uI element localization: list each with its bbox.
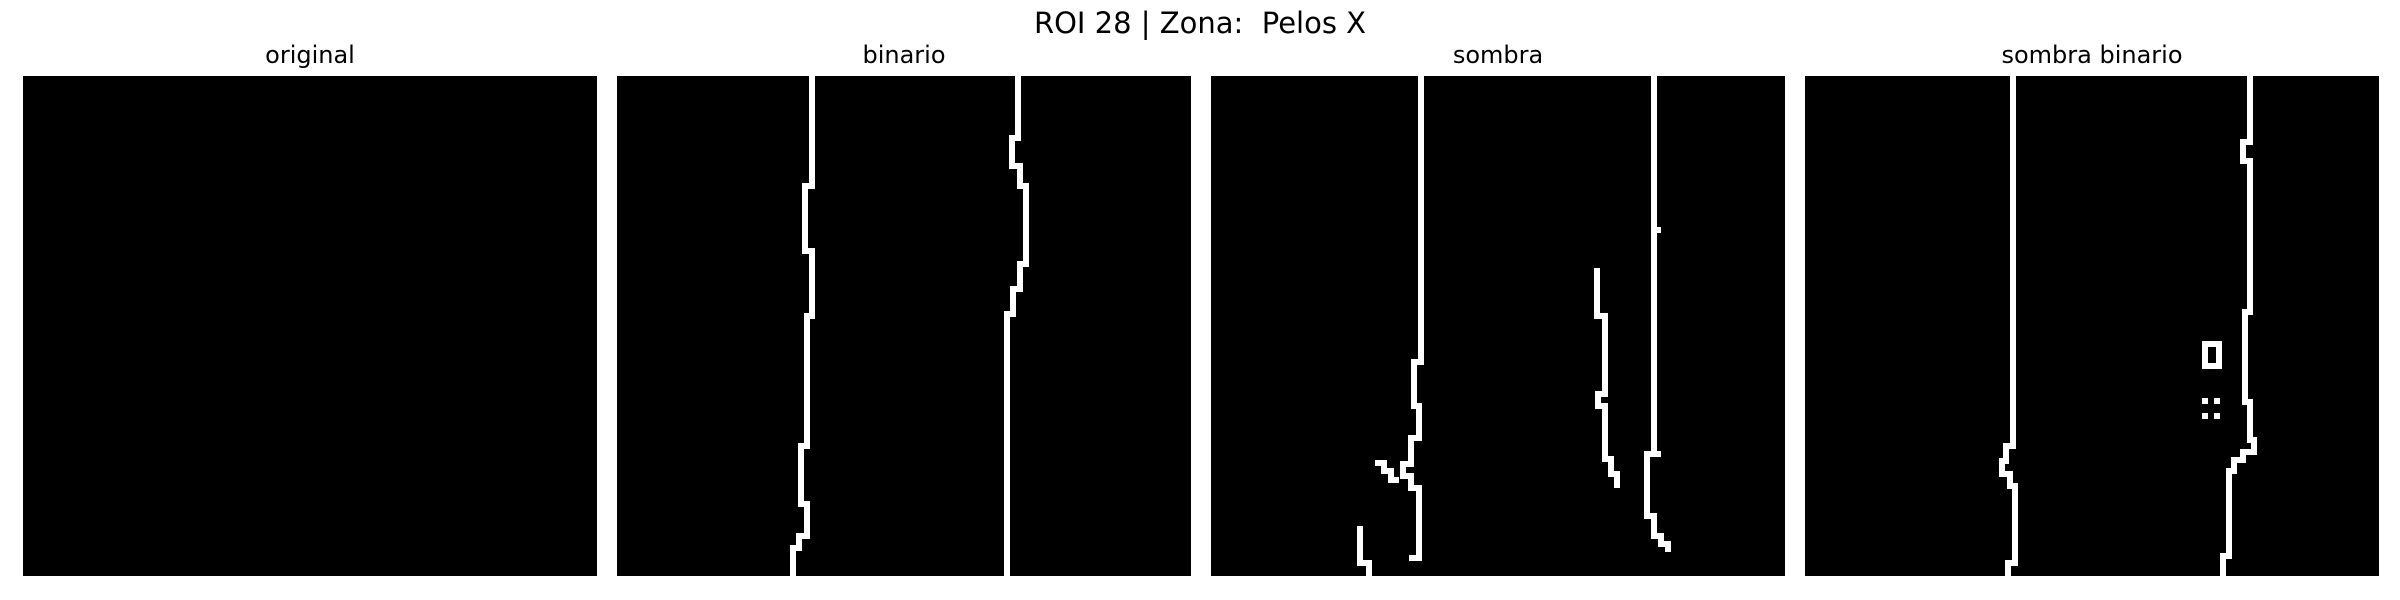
figure-title: ROI 28 | Zona: Pelos X <box>1033 6 1367 40</box>
sombra-binario-dots <box>2202 398 2220 419</box>
binario-edge-right <box>1004 76 1029 576</box>
sombra-edge-right <box>1651 76 1661 233</box>
image-binario <box>617 76 1191 576</box>
sombra-edge-left <box>1400 76 1424 561</box>
sombra-binario-edge-left <box>1999 76 2018 576</box>
image-panel-sombra <box>1211 76 1785 576</box>
sombra-inner-line <box>1594 268 1620 488</box>
image-panel-sombra-binario <box>1805 76 2379 576</box>
image-sombra <box>1211 76 1785 576</box>
sombra-binario-edge-right <box>2220 76 2257 576</box>
panel-title-sombra-binario: sombra binario <box>2001 41 2183 69</box>
panel-title-original: original <box>265 41 355 69</box>
image-original <box>23 76 597 576</box>
panel-title-sombra: sombra <box>1452 41 1544 69</box>
sombra-binario-small-square <box>2202 341 2222 369</box>
image-sombra-binario <box>1805 76 2379 576</box>
image-panel-binario <box>617 76 1191 576</box>
sombra-branch-left <box>1375 460 1399 483</box>
panel-title-binario: binario <box>862 41 946 69</box>
image-panel-original <box>23 76 597 576</box>
binario-edge-left <box>790 76 815 576</box>
sombra-stub-left <box>1357 526 1372 576</box>
sombra-edge-right-bottom <box>1644 476 1671 552</box>
